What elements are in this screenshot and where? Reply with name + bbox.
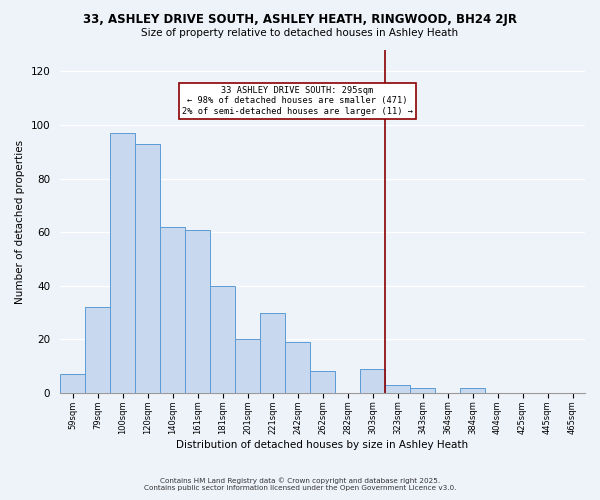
Bar — [260, 312, 285, 393]
Bar — [310, 372, 335, 393]
Text: Size of property relative to detached houses in Ashley Heath: Size of property relative to detached ho… — [142, 28, 458, 38]
Bar — [410, 388, 435, 393]
Text: Contains HM Land Registry data © Crown copyright and database right 2025.
Contai: Contains HM Land Registry data © Crown c… — [144, 478, 456, 491]
Bar — [210, 286, 235, 393]
Y-axis label: Number of detached properties: Number of detached properties — [15, 140, 25, 304]
Bar — [160, 227, 185, 393]
Bar — [185, 230, 210, 393]
Bar — [460, 388, 485, 393]
Bar — [360, 369, 385, 393]
Bar — [385, 385, 410, 393]
Text: 33 ASHLEY DRIVE SOUTH: 295sqm
← 98% of detached houses are smaller (471)
2% of s: 33 ASHLEY DRIVE SOUTH: 295sqm ← 98% of d… — [182, 86, 413, 116]
Text: 33, ASHLEY DRIVE SOUTH, ASHLEY HEATH, RINGWOOD, BH24 2JR: 33, ASHLEY DRIVE SOUTH, ASHLEY HEATH, RI… — [83, 12, 517, 26]
X-axis label: Distribution of detached houses by size in Ashley Heath: Distribution of detached houses by size … — [176, 440, 469, 450]
Bar — [235, 340, 260, 393]
Bar — [85, 307, 110, 393]
Bar — [110, 133, 135, 393]
Bar — [60, 374, 85, 393]
Bar — [285, 342, 310, 393]
Bar — [135, 144, 160, 393]
